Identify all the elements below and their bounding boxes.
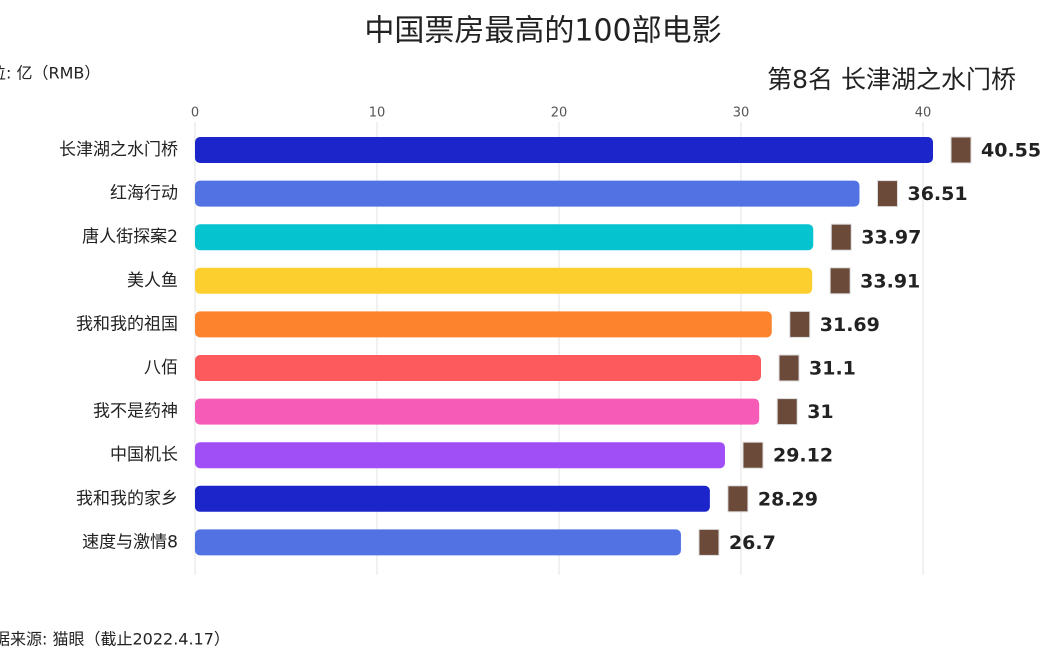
chart-title: 中国票房最高的100部电影 bbox=[364, 14, 721, 49]
value-label: 31.69 bbox=[820, 314, 880, 336]
y-tick-label: 长津湖之水门桥 bbox=[59, 140, 178, 160]
y-tick-label: 速度与激情8 bbox=[82, 532, 178, 552]
bar bbox=[195, 442, 725, 469]
poster-icon bbox=[727, 485, 749, 513]
value-label: 26.7 bbox=[729, 532, 776, 554]
bar bbox=[195, 355, 762, 381]
unit-label: 单位: 亿（RMB） bbox=[0, 64, 100, 83]
poster-icon bbox=[829, 267, 851, 295]
value-label: 31 bbox=[807, 401, 833, 423]
value-label: 40.55 bbox=[981, 140, 1041, 162]
y-tick-label: 美人鱼 bbox=[127, 271, 178, 291]
poster-icon bbox=[776, 398, 798, 426]
x-tick-label: 20 bbox=[551, 106, 568, 121]
bar bbox=[195, 398, 760, 425]
x-tick-label: 0 bbox=[191, 106, 199, 121]
bar bbox=[195, 180, 860, 207]
x-tick-label: 10 bbox=[369, 106, 386, 121]
source-note: 数据来源: 猫眼（截止2022.4.17） bbox=[0, 630, 230, 649]
x-tick-label: 30 bbox=[733, 106, 750, 121]
value-label: 31.1 bbox=[809, 358, 856, 380]
bar bbox=[195, 224, 814, 251]
value-label: 33.97 bbox=[861, 227, 921, 249]
value-label: 28.29 bbox=[758, 488, 818, 510]
bar bbox=[195, 485, 710, 512]
value-label: 33.91 bbox=[860, 270, 920, 292]
y-tick-label: 我不是药神 bbox=[93, 402, 178, 422]
value-label: 29.12 bbox=[773, 445, 833, 467]
y-tick-label: 我和我的家乡 bbox=[76, 489, 178, 509]
poster-icon bbox=[698, 528, 720, 556]
chart-subtitle: 第8名 长津湖之水门桥 bbox=[767, 65, 1016, 94]
value-label: 36.51 bbox=[907, 183, 967, 205]
y-tick-label: 我和我的祖国 bbox=[76, 314, 178, 334]
y-tick-label: 八佰 bbox=[144, 358, 178, 378]
poster-icon bbox=[789, 310, 811, 338]
y-tick-label: 唐人街探案2 bbox=[82, 226, 178, 247]
poster-icon bbox=[830, 223, 852, 251]
y-tick-label: 中国机长 bbox=[110, 445, 178, 465]
bar bbox=[195, 137, 934, 163]
poster-icon bbox=[876, 180, 898, 208]
bar bbox=[195, 267, 813, 294]
poster-icon bbox=[742, 441, 764, 469]
bar bbox=[195, 529, 681, 556]
poster-icon bbox=[950, 136, 972, 164]
y-tick-label: 红海行动 bbox=[110, 184, 178, 204]
x-tick-label: 40 bbox=[915, 106, 932, 121]
poster-icon bbox=[778, 354, 800, 382]
bar bbox=[195, 311, 772, 338]
